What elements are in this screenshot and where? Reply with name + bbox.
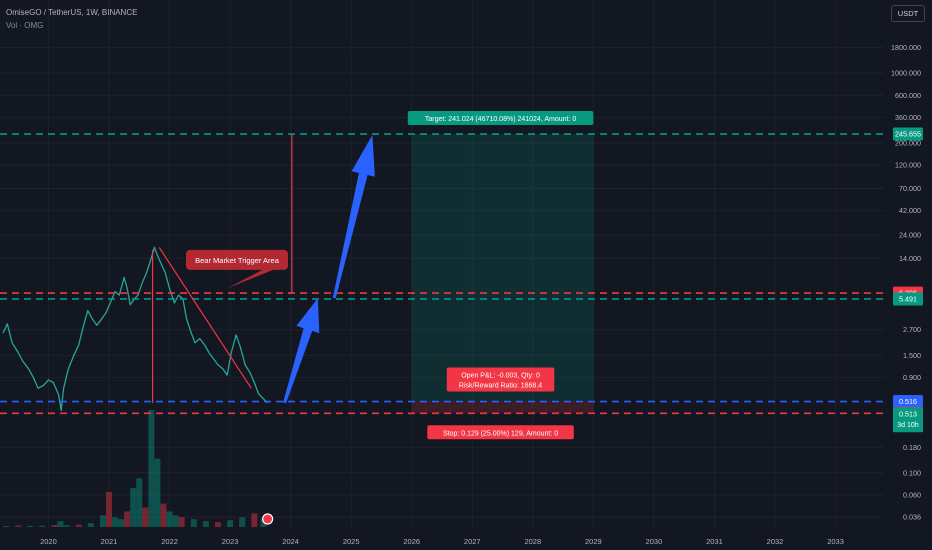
volume-bar: [154, 458, 161, 527]
level-price-tag-bg[interactable]: [893, 127, 923, 141]
price-axis-tick: 600.000: [895, 91, 921, 100]
target-label[interactable]: Target: 241.024 (46710.08%) 241024, Amou…: [425, 116, 576, 123]
volume-bar: [130, 488, 137, 527]
volume-bar: [190, 519, 197, 527]
price-axis-tick: 0.100: [903, 468, 921, 477]
volume-bar: [105, 491, 112, 527]
stop-label[interactable]: Stop: 0.129 (25.00%) 129, Amount: 0: [443, 430, 558, 437]
volume-bar: [118, 519, 125, 527]
callout-text[interactable]: Bear Market Trigger Area: [195, 256, 280, 265]
price-series: [2, 246, 269, 412]
volume-bar: [227, 520, 234, 527]
callout-box[interactable]: [186, 249, 288, 270]
volume-bar: [15, 525, 22, 527]
price-axis-tick: 0.180: [903, 443, 921, 452]
profit-zone[interactable]: [411, 134, 594, 402]
volume-bar: [178, 517, 185, 527]
time-axis-tick: 2031: [706, 537, 723, 546]
open-pnl-label[interactable]: Risk/Reward Ratio: 1868.4: [459, 383, 542, 390]
volume-bar: [112, 517, 119, 527]
price-axis-tick: 0.036: [903, 513, 921, 522]
projection-arrow[interactable]: [283, 298, 320, 404]
volume-bar: [63, 525, 70, 527]
volume-bar: [136, 478, 143, 527]
chart-grid: [0, 0, 884, 528]
open-pnl-label-bg[interactable]: [446, 367, 555, 392]
price-axis-tick: 1800.000: [891, 43, 921, 52]
time-axis-tick: 2022: [161, 537, 178, 546]
time-axis-tick: 2027: [464, 537, 481, 546]
volume-bar: [202, 521, 209, 527]
volume-bar: [214, 522, 221, 527]
open-pnl-label[interactable]: Open P&L: -0.003, Qty: 0: [461, 373, 540, 380]
time-axis-tick: 2030: [646, 537, 663, 546]
price-axis-tick: 24.000: [899, 230, 921, 239]
volume-bar: [251, 513, 258, 527]
level-price-tag-bg[interactable]: [893, 292, 923, 306]
current-price-tag-bg[interactable]: [893, 407, 923, 433]
price-axis-tick: 0.060: [903, 490, 921, 499]
volume-bar: [51, 525, 58, 527]
price-axis-tick: 2.700: [903, 325, 921, 334]
price-line[interactable]: [2, 246, 269, 412]
level-price-tag-bg[interactable]: [893, 395, 923, 409]
symbol-title[interactable]: OmiseGO / TetherUS, 1W, BINANCE: [6, 8, 138, 17]
volume-bar: [148, 410, 155, 527]
price-axis-tick: 70.000: [899, 184, 921, 193]
volume-bar: [142, 507, 149, 527]
time-axis-tick: 2026: [403, 537, 420, 546]
target-label-bg[interactable]: [407, 111, 594, 126]
time-axis-tick: 2029: [585, 537, 602, 546]
volume-bar: [160, 503, 167, 527]
time-axis-tick: 2023: [222, 537, 239, 546]
long-position-tool: [411, 134, 594, 414]
level-price-tag[interactable]: 245.655: [895, 130, 921, 139]
chart-drawings: Bear Market Trigger Area Target: 241.024 …: [151, 111, 594, 525]
time-axis-tick: 2020: [40, 537, 57, 546]
time-axis-tick: 2032: [767, 537, 784, 546]
price-axis-tick: 1000.000: [891, 69, 921, 78]
time-axis-tick: 2024: [282, 537, 299, 546]
volume-bar: [57, 521, 64, 527]
volume-bar: [124, 511, 131, 527]
trend-line[interactable]: [158, 247, 252, 389]
time-axis-tick: 2021: [101, 537, 118, 546]
time-axis-tick: 2025: [343, 537, 360, 546]
price-axis-tick: 120.000: [895, 161, 921, 170]
price-axis: 1800.000 1000.000 600.000 360.000 200.000 120…: [891, 43, 923, 522]
price-axis-tick: 1.500: [903, 351, 921, 360]
volume-bar: [75, 524, 82, 527]
volume-bar: [3, 526, 10, 528]
volume-bar: [260, 519, 267, 527]
time-axis-tick: 2033: [827, 537, 844, 546]
volume-bar: [99, 515, 106, 527]
volume-bar: [27, 525, 34, 527]
volume-indicator-label[interactable]: Vol · OMG: [6, 21, 44, 30]
horizontal-levels: [0, 133, 884, 415]
volume-bar: [166, 511, 173, 527]
price-axis-tick: 0.900: [903, 373, 921, 382]
volume-bar: [239, 517, 246, 527]
price-axis-tick: 360.000: [895, 113, 921, 122]
stop-label-bg[interactable]: [427, 425, 574, 440]
loss-zone[interactable]: [411, 401, 594, 414]
level-price-tag[interactable]: 5.491: [899, 295, 917, 304]
price-axis-tick: 14.000: [899, 254, 921, 263]
volume-bar: [39, 525, 46, 527]
projection-arrow[interactable]: [332, 135, 375, 299]
price-axis-tick: 200.000: [895, 138, 921, 147]
volume-bar: [87, 523, 94, 527]
volume-histogram: [3, 410, 267, 528]
bar-countdown: 3d 10h: [897, 422, 919, 429]
level-price-tag[interactable]: 0.516: [899, 397, 917, 406]
time-axis: 2020 2021 2022 2023 2024 2025 2026 2027 2028 2029…: [40, 537, 844, 546]
volume-bar: [172, 515, 179, 527]
time-axis-tick: 2028: [524, 537, 541, 546]
event-marker-icon[interactable]: [262, 513, 274, 525]
callout-pointer[interactable]: [227, 267, 278, 289]
currency-button[interactable]: USDT: [891, 5, 925, 22]
price-axis-tick: 42.000: [899, 206, 921, 215]
current-price-tag[interactable]: 0.513: [899, 409, 917, 418]
